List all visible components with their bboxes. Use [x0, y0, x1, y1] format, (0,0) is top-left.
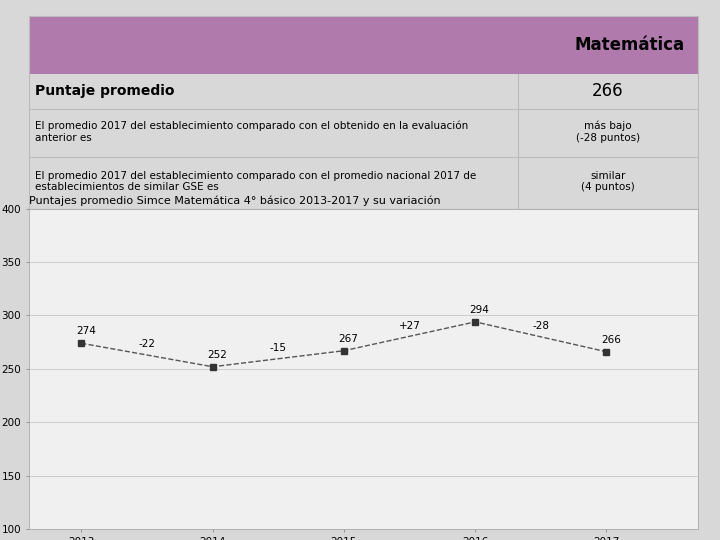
Text: 274: 274 [76, 326, 96, 336]
Text: 294: 294 [469, 305, 490, 315]
Text: 266: 266 [592, 82, 624, 100]
Text: -15: -15 [270, 343, 287, 353]
Text: -22: -22 [138, 340, 156, 349]
Text: 266: 266 [601, 335, 621, 345]
Text: similar
(4 puntos): similar (4 puntos) [581, 171, 635, 192]
Text: Puntajes promedio Simce Matemática 4° básico 2013-2017 y su variación: Puntajes promedio Simce Matemática 4° bá… [29, 196, 441, 206]
Text: 252: 252 [207, 350, 227, 360]
Bar [29, 16, 698, 74]
Text: Puntaje promedio: Puntaje promedio [35, 84, 175, 98]
Text: -28: -28 [532, 321, 549, 331]
Text: 267: 267 [338, 334, 359, 344]
Text: El promedio 2017 del establecimiento comparado con el promedio nacional 2017 de
: El promedio 2017 del establecimiento com… [35, 171, 477, 192]
Text: más bajo
(-28 puntos): más bajo (-28 puntos) [576, 120, 640, 143]
Text: Matemática: Matemática [575, 36, 685, 54]
Text: El promedio 2017 del establecimiento comparado con el obtenido en la evaluación
: El promedio 2017 del establecimiento com… [35, 120, 469, 143]
Text: +27: +27 [399, 321, 420, 330]
